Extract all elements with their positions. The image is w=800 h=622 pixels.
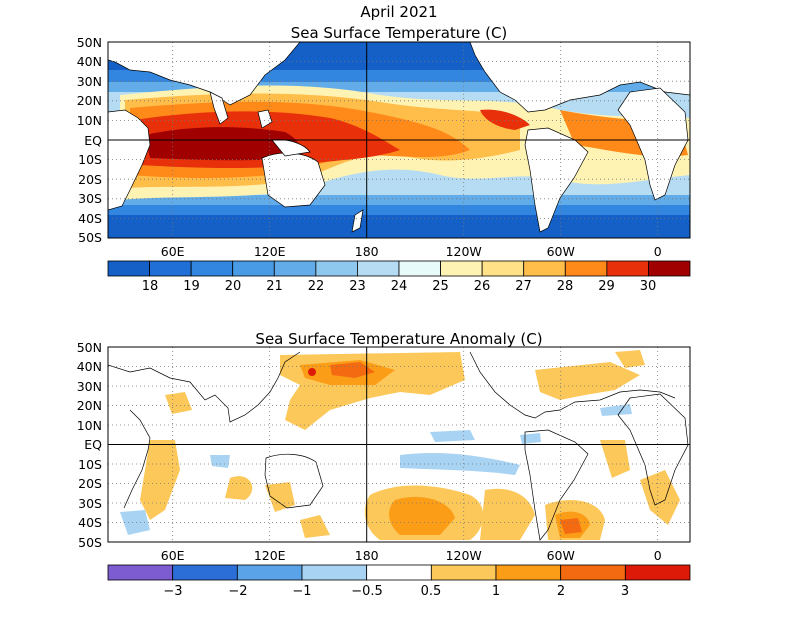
sst-colorbar-swatch (481, 260, 525, 277)
sst-lon-labels: 60E 120E 180 120W 60W 0 (161, 244, 662, 259)
anomaly-map-frame (107, 346, 691, 543)
sst-colorbar-label: 27 (515, 279, 532, 294)
sst-colorbar-label: 18 (142, 279, 159, 294)
sst-lon-label: 0 (654, 244, 662, 259)
sst-colorbar-label: 23 (349, 279, 366, 294)
anomaly-lon-labels: 60E 120E 180 120W 60W 0 (161, 548, 662, 563)
anomaly-lat-label: 10N (77, 418, 102, 433)
anomaly-colorbar-label: −2 (228, 584, 247, 599)
anomaly-colorbar-swatch (560, 564, 626, 581)
anomaly-colorbar-swatch (107, 564, 174, 581)
anomaly-colorbar-swatch (236, 564, 303, 581)
anomaly-colorbar-swatch (172, 564, 238, 581)
sst-colorbar-label: 24 (391, 279, 408, 294)
sst-colorbar-swatch (232, 260, 275, 277)
anomaly-lat-label: 20N (77, 398, 102, 413)
sst-colorbar-swatch (107, 260, 150, 277)
anomaly-lat-label: 40N (77, 359, 102, 374)
sst-colorbar-label: 21 (266, 279, 283, 294)
sst-colorbar-label: 25 (432, 279, 449, 294)
anomaly-lat-label: 50S (78, 535, 102, 550)
anomaly-lat-label: 40S (78, 515, 102, 530)
sst-colorbar-swatch (357, 260, 400, 277)
anomaly-colorbar-label: 3 (621, 584, 629, 599)
sst-colorbar-label: 29 (598, 279, 615, 294)
anomaly-colorbar (107, 564, 691, 581)
anomaly-colorbar-swatch (366, 564, 432, 581)
anomaly-lon-label: 60E (161, 548, 185, 563)
sst-lat-label: EQ (84, 133, 102, 148)
anomaly-lat-labels: 50N 40N 30N 20N 10N EQ 10S 20S 30S 40S 5… (77, 340, 102, 550)
sst-map (108, 42, 690, 238)
anomaly-colorbar-label: 0.5 (421, 584, 442, 599)
anomaly-lon-label: 120E (254, 548, 286, 563)
sst-colorbar-label: 28 (557, 279, 574, 294)
sst-lat-label: 20N (77, 93, 102, 108)
sst-colorbar-swatch (648, 260, 691, 277)
sst-lat-label: 50S (78, 230, 102, 245)
sst-colorbar-swatch (149, 260, 192, 277)
sst-colorbar-swatch (564, 260, 608, 277)
anomaly-colorbar-swatch (430, 564, 497, 581)
sst-colorbar-swatch (523, 260, 566, 277)
figure-title: April 2021 (360, 3, 437, 21)
sst-colorbar-label: 22 (308, 279, 325, 294)
anomaly-map (108, 347, 690, 542)
anomaly-colorbar-label: −3 (163, 584, 182, 599)
sst-lat-label: 10S (78, 152, 102, 167)
anomaly-lat-label: 50N (77, 340, 102, 355)
anomaly-lat-label: EQ (84, 437, 102, 452)
sst-colorbar-labels: 18 19 20 21 22 23 24 25 26 27 28 29 30 (142, 279, 657, 294)
anomaly-lat-label: 20S (78, 476, 102, 491)
sst-lon-label: 120W (446, 244, 482, 259)
sst-lon-label: 120E (254, 244, 286, 259)
anomaly-colorbar-label: 1 (492, 584, 500, 599)
sst-colorbar (107, 260, 691, 277)
sst-lon-label: 60E (161, 244, 185, 259)
anomaly-colorbar-label: 2 (557, 584, 565, 599)
sst-lat-label: 10N (77, 113, 102, 128)
sst-colorbar-swatch (606, 260, 649, 277)
sst-lon-label: 60W (547, 244, 575, 259)
anomaly-lon-label: 120W (446, 548, 482, 563)
sst-colorbar-swatch (273, 260, 317, 277)
sst-lat-label: 30N (77, 74, 102, 89)
anomaly-colorbar-swatch (301, 564, 368, 581)
sst-colorbar-label: 26 (474, 279, 491, 294)
anomaly-colorbar-label: −0.5 (351, 584, 383, 599)
anomaly-colorbar-swatch (624, 564, 691, 581)
sst-lat-label: 50N (77, 35, 102, 50)
anomaly-colorbar-swatch (495, 564, 562, 581)
anomaly-lat-label: 10S (78, 457, 102, 472)
anomaly-colorbar-labels: −3 −2 −1 −0.5 0.5 1 2 3 (163, 584, 629, 599)
anomaly-lon-label: 60W (547, 548, 575, 563)
sst-colorbar-swatch (398, 260, 441, 277)
sst-colorbar-swatch (190, 260, 234, 277)
sst-colorbar-label: 30 (640, 279, 657, 294)
sst-map-title: Sea Surface Temperature (C) (291, 24, 508, 42)
sst-lat-label: 20S (78, 172, 102, 187)
sst-map-frame (107, 41, 691, 239)
sst-lat-labels: 50N 40N 30N 20N 10N EQ 10S 20S 30S 40S 5… (77, 35, 102, 245)
sst-colorbar-swatch (315, 260, 358, 277)
sst-colorbar-label: 19 (183, 279, 200, 294)
sst-colorbar-swatch (440, 260, 483, 277)
anomaly-map-title: Sea Surface Temperature Anomaly (C) (255, 330, 542, 348)
sst-lon-label: 180 (355, 244, 379, 259)
sst-colorbar-label: 20 (225, 279, 242, 294)
sst-lat-label: 40S (78, 211, 102, 226)
anomaly-lat-label: 30S (78, 496, 102, 511)
anomaly-lon-label: 0 (654, 548, 662, 563)
anomaly-lat-label: 30N (77, 379, 102, 394)
anomaly-coastlines (108, 351, 689, 541)
sst-lat-label: 40N (77, 54, 102, 69)
sst-lat-label: 30S (78, 191, 102, 206)
anomaly-colorbar-label: −1 (292, 584, 311, 599)
anomaly-lon-label: 180 (355, 548, 379, 563)
